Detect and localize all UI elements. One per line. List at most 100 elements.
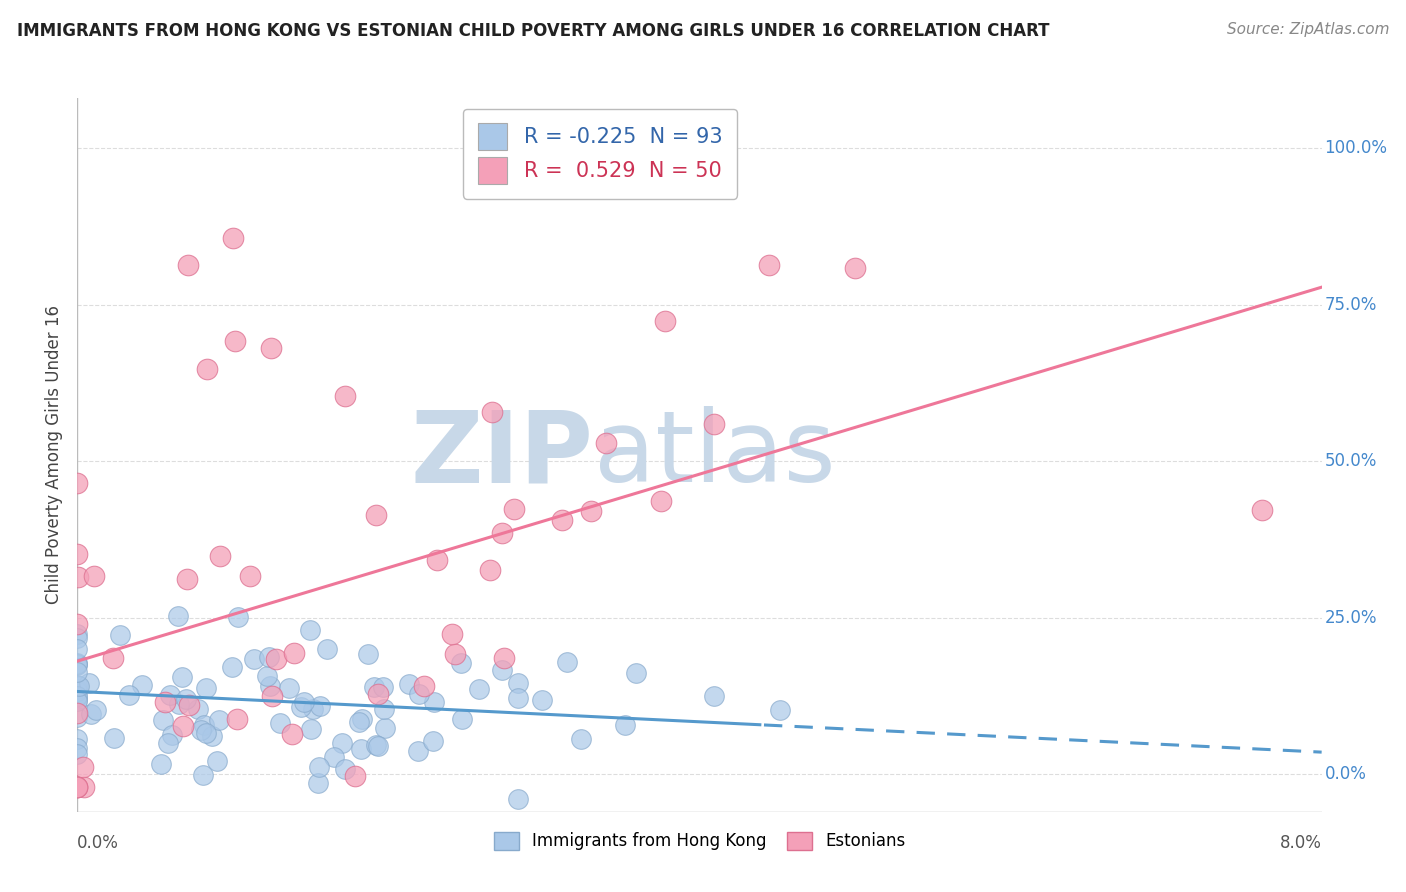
- Point: [579, 504, 602, 518]
- Point: [703, 417, 725, 431]
- Point: [330, 736, 353, 750]
- Point: [624, 665, 647, 680]
- Point: [66, 780, 89, 794]
- Point: [66, 627, 89, 641]
- Point: [239, 568, 262, 582]
- Text: 8.0%: 8.0%: [1279, 834, 1322, 852]
- Point: [193, 718, 215, 732]
- Point: [844, 260, 866, 275]
- Point: [221, 659, 243, 673]
- Point: [502, 502, 524, 516]
- Point: [77, 676, 100, 690]
- Point: [491, 525, 513, 540]
- Point: [650, 494, 672, 508]
- Point: [80, 707, 103, 722]
- Text: 0.0%: 0.0%: [1324, 765, 1367, 783]
- Point: [66, 657, 89, 671]
- Point: [335, 389, 357, 403]
- Point: [167, 609, 190, 624]
- Point: [269, 715, 291, 730]
- Point: [187, 702, 209, 716]
- Point: [491, 663, 513, 677]
- Point: [281, 727, 304, 741]
- Point: [195, 681, 218, 695]
- Point: [176, 692, 198, 706]
- Text: 50.0%: 50.0%: [1324, 452, 1376, 470]
- Point: [654, 314, 676, 328]
- Point: [172, 718, 194, 732]
- Point: [108, 628, 131, 642]
- Point: [84, 703, 107, 717]
- Text: IMMIGRANTS FROM HONG KONG VS ESTONIAN CHILD POVERTY AMONG GIRLS UNDER 16 CORRELA: IMMIGRANTS FROM HONG KONG VS ESTONIAN CH…: [17, 22, 1049, 40]
- Point: [266, 652, 288, 666]
- Point: [67, 680, 90, 694]
- Point: [190, 723, 212, 737]
- Point: [66, 706, 89, 720]
- Text: 0.0%: 0.0%: [77, 834, 120, 852]
- Point: [371, 680, 394, 694]
- Point: [257, 649, 280, 664]
- Text: atlas: atlas: [593, 407, 835, 503]
- Point: [278, 681, 301, 695]
- Point: [66, 475, 89, 490]
- Point: [506, 792, 529, 806]
- Point: [83, 569, 105, 583]
- Point: [422, 695, 444, 709]
- Point: [195, 726, 218, 740]
- Point: [290, 700, 312, 714]
- Point: [177, 258, 200, 272]
- Point: [426, 553, 449, 567]
- Legend: Immigrants from Hong Kong, Estonians: Immigrants from Hong Kong, Estonians: [486, 825, 912, 857]
- Text: 25.0%: 25.0%: [1324, 608, 1376, 627]
- Point: [531, 693, 554, 707]
- Point: [66, 665, 89, 679]
- Point: [66, 682, 89, 697]
- Point: [67, 570, 90, 584]
- Point: [172, 670, 194, 684]
- Point: [72, 759, 94, 773]
- Point: [66, 694, 89, 708]
- Text: 75.0%: 75.0%: [1324, 295, 1376, 314]
- Point: [66, 631, 89, 645]
- Point: [569, 731, 592, 746]
- Text: ZIP: ZIP: [411, 407, 593, 503]
- Point: [769, 703, 792, 717]
- Point: [66, 780, 89, 794]
- Point: [66, 693, 89, 707]
- Point: [308, 760, 330, 774]
- Point: [373, 701, 395, 715]
- Point: [260, 341, 283, 355]
- Point: [179, 698, 201, 713]
- Point: [205, 754, 228, 768]
- Point: [153, 695, 176, 709]
- Point: [66, 547, 89, 561]
- Point: [149, 757, 172, 772]
- Point: [226, 610, 249, 624]
- Point: [343, 769, 366, 783]
- Point: [406, 744, 429, 758]
- Point: [66, 641, 89, 656]
- Point: [103, 731, 125, 746]
- Text: Source: ZipAtlas.com: Source: ZipAtlas.com: [1226, 22, 1389, 37]
- Point: [66, 657, 89, 671]
- Point: [298, 623, 321, 637]
- Point: [551, 513, 574, 527]
- Point: [1250, 503, 1272, 517]
- Point: [66, 690, 89, 704]
- Point: [479, 563, 502, 577]
- Point: [118, 688, 141, 702]
- Point: [195, 362, 218, 376]
- Point: [413, 679, 436, 693]
- Point: [333, 763, 356, 777]
- Point: [283, 646, 305, 660]
- Point: [506, 690, 529, 705]
- Point: [66, 683, 89, 698]
- Point: [222, 231, 245, 245]
- Point: [350, 713, 373, 727]
- Point: [66, 677, 89, 691]
- Point: [176, 572, 198, 586]
- Point: [259, 679, 281, 693]
- Point: [243, 652, 266, 666]
- Point: [152, 713, 174, 727]
- Point: [450, 656, 472, 670]
